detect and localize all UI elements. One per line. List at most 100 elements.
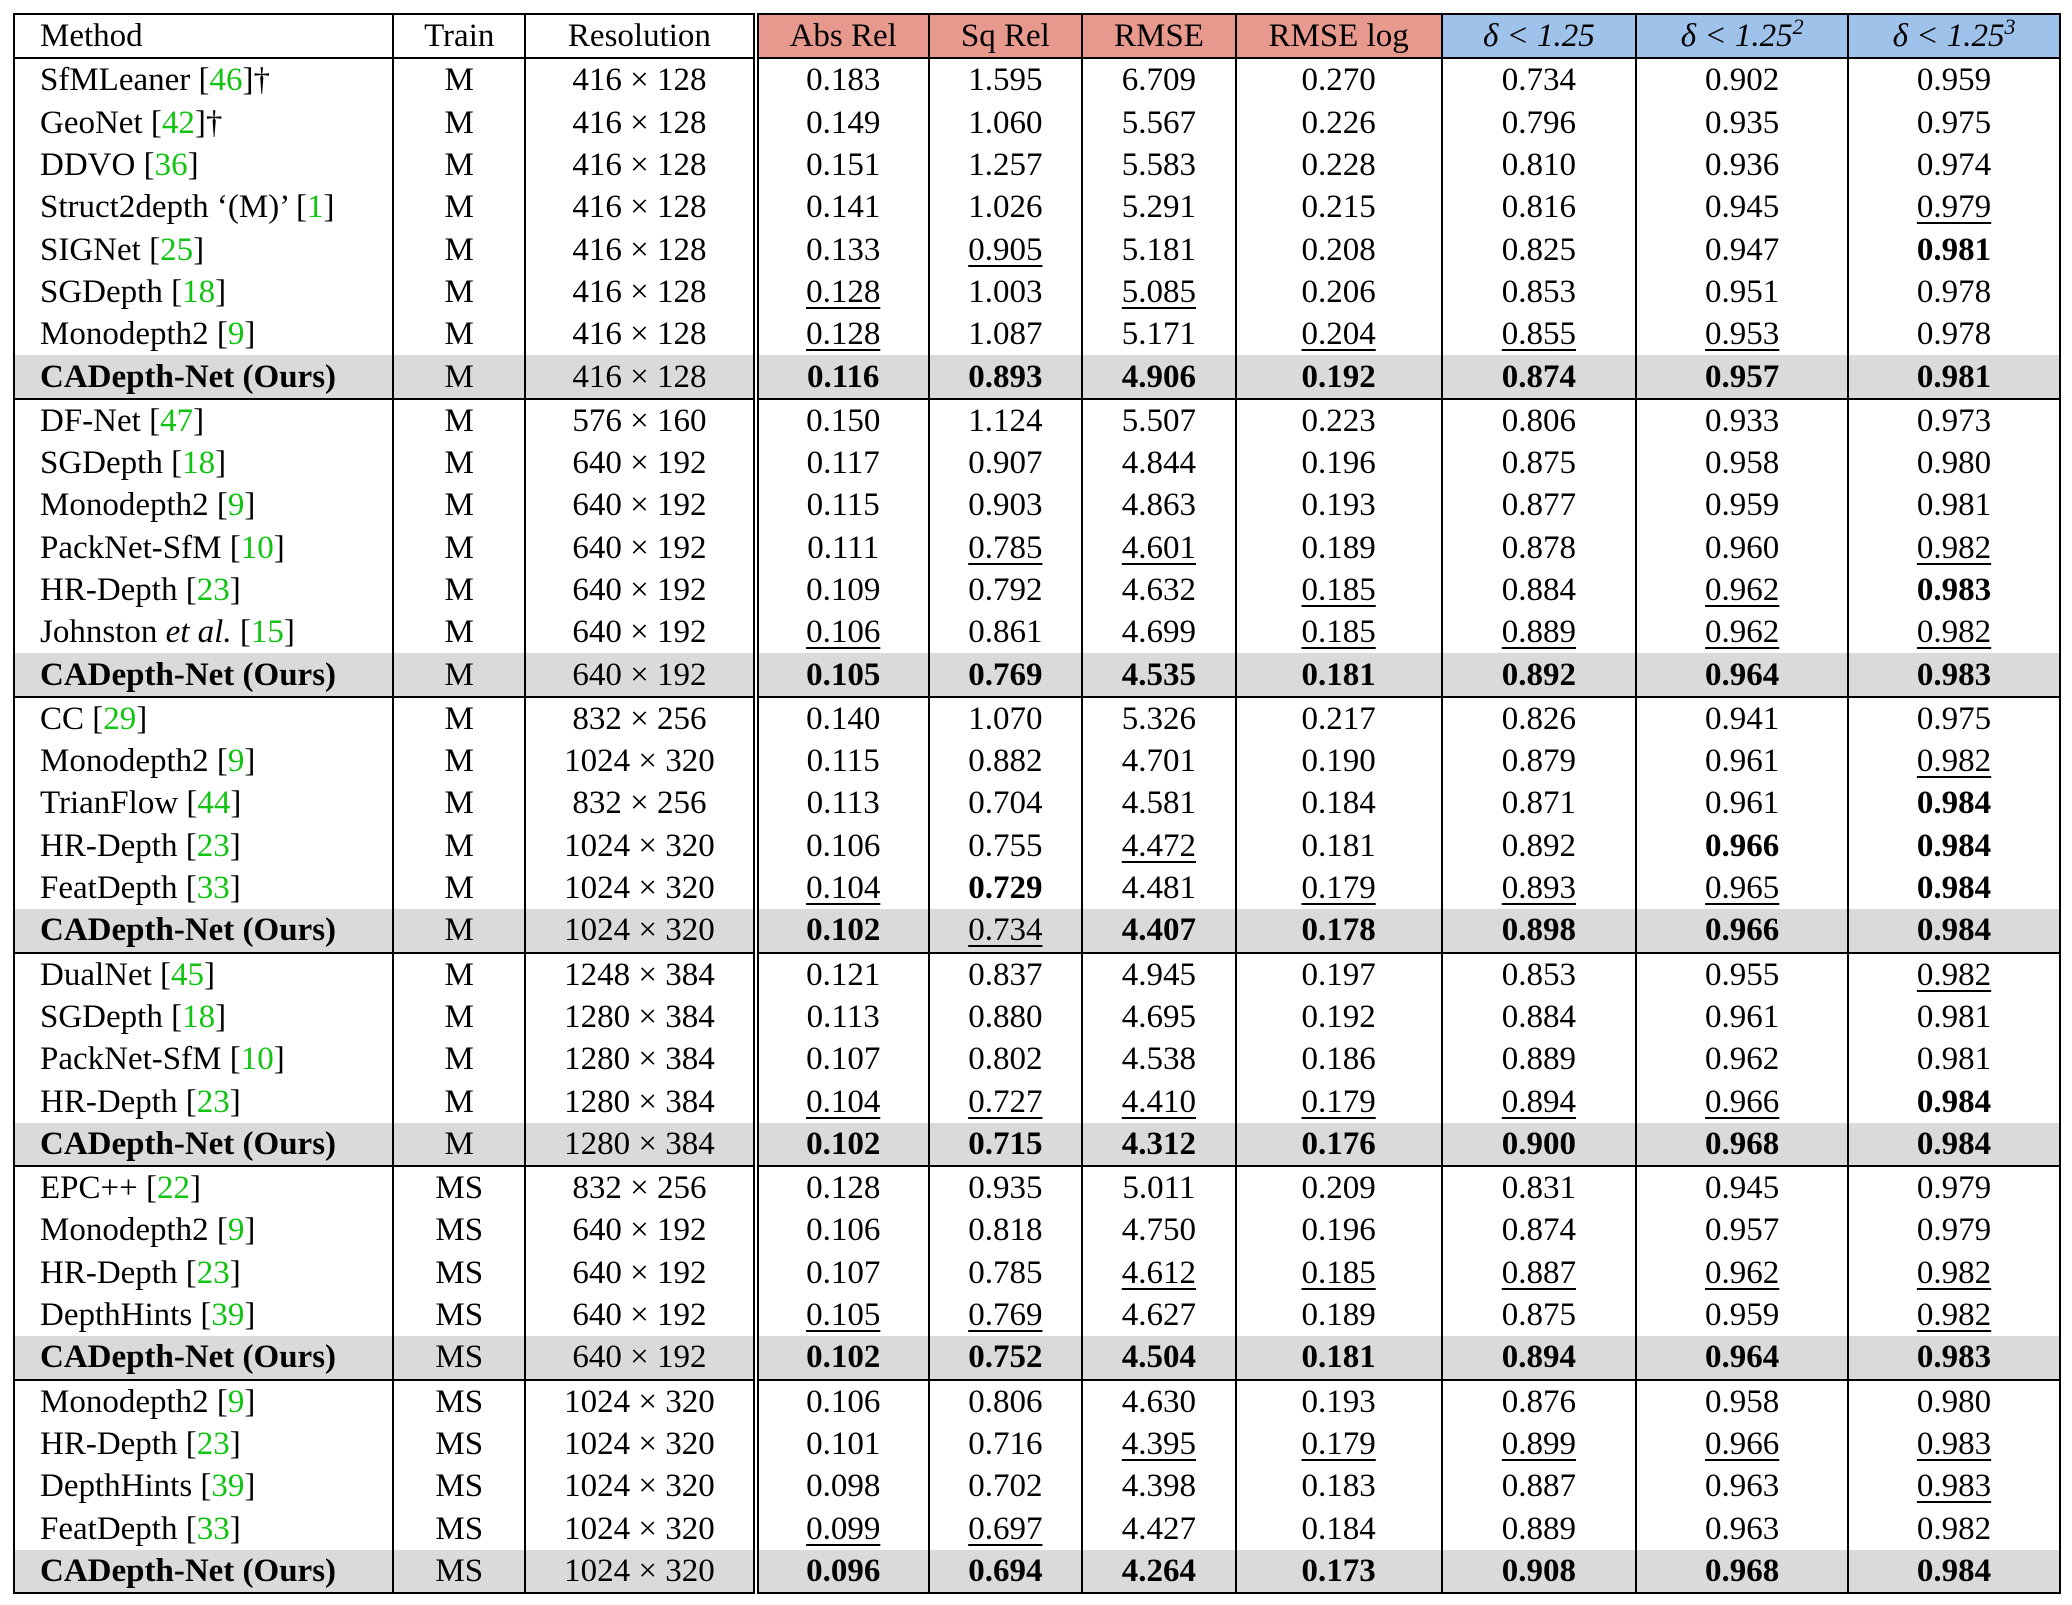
sq-rel-value: 0.729 xyxy=(968,870,1043,907)
citation-link[interactable]: 44 xyxy=(197,785,231,822)
delta-1-cell: 0.879 xyxy=(1440,740,1638,783)
sq-rel-value: 0.861 xyxy=(968,614,1043,651)
delta-1-value: 0.826 xyxy=(1501,700,1577,737)
rmse-cell: 4.395 xyxy=(1081,1422,1237,1466)
resolution-cell: 416 × 128 xyxy=(523,143,757,187)
sq-rel-cell: 0.935 xyxy=(927,1166,1084,1210)
delta-1-value: 0.874 xyxy=(1501,1212,1577,1249)
sq-rel-value: 0.880 xyxy=(968,998,1043,1035)
abs-rel-value: 0.106 xyxy=(806,1383,881,1420)
citation-link[interactable]: 33 xyxy=(196,1510,230,1547)
resolution-cell: 1248 × 384 xyxy=(523,952,757,996)
rmse-log-value: 0.178 xyxy=(1301,912,1376,949)
delta-1-value: 0.825 xyxy=(1501,231,1577,268)
resolution-cell: 640 × 192 xyxy=(523,1293,757,1337)
citation-link[interactable]: 9 xyxy=(227,316,245,353)
delta-1-cell: 0.877 xyxy=(1440,484,1638,527)
citation-link[interactable]: 15 xyxy=(250,614,284,651)
rmse-log-value: 0.181 xyxy=(1301,656,1376,693)
citation-link[interactable]: 1 xyxy=(307,189,324,226)
citation-link[interactable]: 25 xyxy=(160,231,194,268)
header-rmse-log: RMSE log xyxy=(1234,12,1443,60)
citation-link[interactable]: 9 xyxy=(227,1212,245,1249)
rmse-log-cell: 0.181 xyxy=(1234,1336,1443,1381)
rmse-value: 4.601 xyxy=(1121,529,1197,566)
citation-link[interactable]: 39 xyxy=(211,1297,245,1334)
citation-link[interactable]: 42 xyxy=(161,104,195,141)
citation-link[interactable]: 33 xyxy=(196,870,230,907)
rmse-log-cell: 0.196 xyxy=(1234,441,1443,485)
delta-3-cell: 0.980 xyxy=(1847,1379,2061,1423)
resolution-cell: 1280 × 384 xyxy=(523,1080,757,1123)
abs-rel-cell: 0.106 xyxy=(752,611,930,654)
sq-rel-value: 0.802 xyxy=(968,1041,1043,1078)
abs-rel-value: 0.102 xyxy=(806,1125,881,1162)
rmse-cell: 5.507 xyxy=(1081,398,1237,442)
resolution-cell: 640 × 192 xyxy=(523,653,757,698)
abs-rel-value: 0.102 xyxy=(806,912,881,949)
delta-3-value: 0.983 xyxy=(1916,1425,1992,1462)
method-cell: SIGNet [25] xyxy=(12,228,395,271)
resolution-cell: 416 × 128 xyxy=(523,355,757,400)
abs-rel-cell: 0.140 xyxy=(752,696,930,741)
abs-rel-value: 0.141 xyxy=(806,189,881,226)
method-cell: HR-Depth [23] xyxy=(12,1422,395,1466)
citation-link[interactable]: 36 xyxy=(154,147,188,184)
citation-link[interactable]: 18 xyxy=(182,273,216,310)
delta-3-value: 0.978 xyxy=(1916,273,1992,310)
citation-link[interactable]: 47 xyxy=(160,402,194,439)
citation-link[interactable]: 23 xyxy=(196,827,230,864)
citation-link[interactable]: 46 xyxy=(209,62,243,99)
rmse-log-cell: 0.197 xyxy=(1234,952,1443,996)
citation-link[interactable]: 39 xyxy=(211,1468,245,1505)
rmse-log-value: 0.270 xyxy=(1301,62,1376,99)
method-cell: Monodepth2 [9] xyxy=(12,1209,395,1252)
resolution-cell: 1024 × 320 xyxy=(523,909,757,954)
rmse-log-cell: 0.179 xyxy=(1234,866,1443,910)
citation-link[interactable]: 10 xyxy=(240,529,274,566)
sq-rel-value: 0.818 xyxy=(968,1212,1043,1249)
citation-link[interactable]: 23 xyxy=(196,1425,230,1462)
method-cell: GeoNet [42]† xyxy=(12,101,395,144)
sq-rel-value: 0.792 xyxy=(968,572,1043,608)
delta-1-cell: 0.884 xyxy=(1440,995,1638,1039)
citation-link[interactable]: 10 xyxy=(240,1041,274,1078)
delta-2-value: 0.959 xyxy=(1705,487,1780,524)
citation-link[interactable]: 18 xyxy=(182,445,216,482)
delta-2-value: 0.936 xyxy=(1705,147,1780,184)
abs-rel-value: 0.149 xyxy=(806,104,881,141)
citation-link[interactable]: 9 xyxy=(227,487,245,524)
citation-link[interactable]: 45 xyxy=(171,956,205,993)
delta-2-cell: 0.962 xyxy=(1635,611,1850,654)
delta-1-value: 0.734 xyxy=(1501,62,1577,99)
table-row: GeoNet [42]† M 416 × 128 0.149 1.060 5.567 0.2… xyxy=(12,101,2061,144)
citation-link[interactable]: 9 xyxy=(227,1383,245,1420)
delta-1-cell: 0.855 xyxy=(1440,313,1638,356)
method-cell: HR-Depth [23] xyxy=(12,1251,395,1294)
delta-3-value: 0.982 xyxy=(1916,614,1992,651)
sq-rel-cell: 1.087 xyxy=(927,313,1084,356)
rmse-value: 5.181 xyxy=(1121,231,1197,268)
abs-rel-cell: 0.107 xyxy=(752,1038,930,1081)
citation-link[interactable]: 22 xyxy=(157,1170,190,1207)
rmse-cell: 5.171 xyxy=(1081,313,1237,356)
resolution-cell: 640 × 192 xyxy=(523,611,757,654)
citation-link[interactable]: 23 xyxy=(196,1254,230,1291)
delta-2-cell: 0.958 xyxy=(1635,1379,1850,1423)
delta-1-cell: 0.874 xyxy=(1440,1209,1638,1252)
citation-link[interactable]: 23 xyxy=(196,572,230,608)
train-cell: MS xyxy=(392,1465,526,1508)
rmse-cell: 4.945 xyxy=(1081,952,1237,996)
table-row: DDVO [36] M 416 × 128 0.151 1.257 5.583 0.228 0… xyxy=(12,143,2061,187)
citation-link[interactable]: 9 xyxy=(227,743,245,780)
delta-3-cell: 0.978 xyxy=(1847,270,2061,314)
delta-1-value: 0.884 xyxy=(1501,998,1577,1035)
delta-1-cell: 0.884 xyxy=(1440,568,1638,612)
delta-3-value: 0.981 xyxy=(1916,998,1992,1035)
sq-rel-value: 1.124 xyxy=(968,402,1043,439)
delta-2-cell: 0.968 xyxy=(1635,1549,1850,1594)
delta-3-cell: 0.981 xyxy=(1847,228,2061,271)
citation-link[interactable]: 29 xyxy=(103,700,137,737)
citation-link[interactable]: 18 xyxy=(182,998,216,1035)
citation-link[interactable]: 23 xyxy=(196,1083,230,1120)
